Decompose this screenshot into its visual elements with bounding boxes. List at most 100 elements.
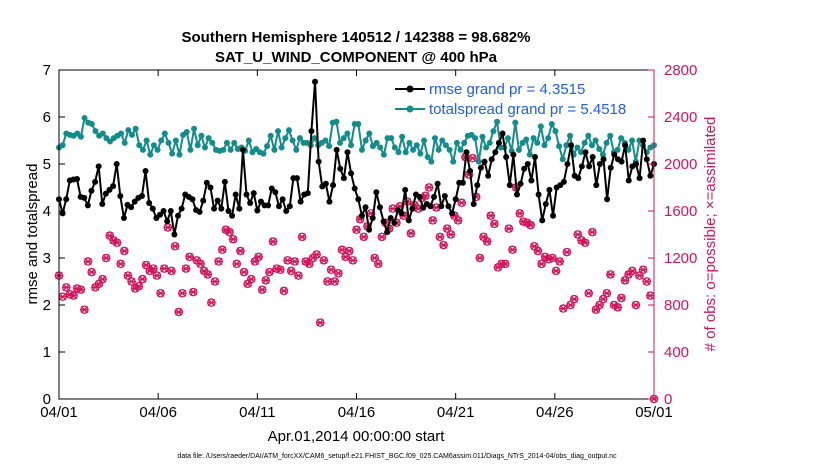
- series-rmse-point: [247, 200, 254, 207]
- y2-tick-label: 0: [664, 391, 672, 408]
- series-rmse-point: [373, 189, 380, 196]
- obs-assimilated-point: [617, 294, 626, 302]
- obs-assimilated-point: [214, 257, 223, 266]
- obs-assimilated-point: [239, 268, 249, 276]
- obs-assimilated-point: [297, 233, 307, 241]
- series-totalspread-point: [486, 139, 493, 146]
- obs-assimilated-point: [584, 289, 593, 297]
- series-rmse-point: [625, 177, 632, 184]
- obs-assimilated-point: [359, 233, 368, 241]
- series-totalspread-point: [596, 145, 603, 152]
- series-totalspread-point: [614, 146, 621, 153]
- series-rmse-point: [586, 163, 593, 170]
- series-rmse-point: [593, 182, 600, 189]
- obs-assimilated-point: [406, 229, 416, 237]
- series-rmse-point: [117, 192, 124, 199]
- series-obs-counts: [54, 152, 659, 404]
- obs-assimilated-point: [294, 271, 303, 280]
- series-rmse-point: [351, 185, 358, 192]
- series-rmse-point: [308, 128, 315, 135]
- series-totalspread-point: [548, 121, 555, 128]
- series-totalspread-point: [191, 125, 198, 132]
- series-rmse-point: [449, 210, 456, 217]
- obs-assimilated-point: [642, 277, 651, 286]
- obs-assimilated-point: [439, 241, 448, 249]
- obs-assimilated-point: [468, 154, 477, 162]
- series-totalspread-point: [380, 151, 387, 158]
- obs-assimilated-point: [337, 246, 347, 254]
- series-rmse-point: [369, 215, 376, 222]
- series-rmse-point: [542, 200, 549, 207]
- series-rmse-point: [643, 156, 650, 163]
- obs-assimilated-point: [265, 268, 274, 276]
- series-totalspread-point: [172, 137, 179, 144]
- chart-subtitle: SAT_U_WIND_COMPONENT @ 400 hPa: [215, 49, 498, 66]
- series-rmse-point: [405, 217, 412, 224]
- series-totalspread-point: [504, 135, 511, 142]
- series-totalspread-point: [439, 137, 446, 144]
- series-rmse-point: [221, 178, 228, 185]
- series-totalspread-point: [588, 142, 595, 149]
- series-rmse-point: [340, 175, 347, 182]
- series-totalspread-point: [205, 135, 212, 142]
- series-rmse-point: [175, 212, 181, 219]
- series-rmse-point: [225, 208, 232, 214]
- obs-assimilated-point: [323, 277, 332, 286]
- series-rmse-point: [164, 218, 171, 225]
- series-totalspread-point: [450, 158, 457, 165]
- series-totalspread-point: [158, 137, 165, 144]
- series-totalspread-point: [574, 144, 581, 151]
- obs-assimilated-point: [167, 267, 176, 275]
- obs-assimilated-point: [101, 254, 111, 262]
- obs-assimilated-point: [247, 275, 256, 283]
- obs-assimilated-point: [526, 221, 535, 229]
- legend-marker-rmse: [406, 85, 414, 93]
- series-totalspread-point: [143, 137, 150, 144]
- series-totalspread-point: [603, 139, 610, 146]
- series-rmse-point: [607, 164, 614, 171]
- series-rmse-point: [474, 182, 481, 189]
- obs-assimilated-point: [475, 254, 485, 262]
- obs-assimilated-point: [94, 280, 104, 288]
- obs-assimilated-point: [490, 220, 499, 228]
- series-rmse-point: [416, 193, 423, 200]
- series-totalspread-point: [483, 144, 490, 151]
- series-rmse-point: [564, 161, 571, 167]
- series-rmse-point: [275, 203, 282, 210]
- series-rmse-point: [517, 180, 524, 187]
- series-rmse-point: [171, 231, 178, 238]
- obs-assimilated-point: [345, 247, 354, 255]
- series-totalspread-point: [59, 142, 66, 149]
- obs-assimilated-point: [374, 260, 383, 268]
- series-rmse-point: [398, 210, 405, 217]
- obs-assimilated-point: [421, 192, 430, 200]
- obs-assimilated-point: [606, 270, 615, 279]
- series-totalspread-point: [355, 121, 362, 128]
- obs-assimilated-point: [261, 276, 270, 284]
- y-axis-right: 0 400 800 1200 1600 2000 2400 2800: [648, 62, 697, 408]
- series-totalspread-point: [260, 150, 267, 157]
- series-rmse-point: [95, 163, 102, 170]
- obs-assimilated-point: [181, 264, 191, 273]
- series-totalspread-point: [139, 146, 146, 153]
- series-totalspread-point: [457, 146, 464, 153]
- series-totalspread-point: [348, 142, 355, 149]
- series-rmse-point: [503, 153, 510, 160]
- obs-assimilated-point: [334, 269, 343, 277]
- series-totalspread-point: [599, 151, 606, 158]
- series-rmse-point: [391, 219, 398, 226]
- series-rmse-point: [265, 202, 272, 209]
- series-totalspread-point: [326, 143, 333, 150]
- series-rmse-point: [550, 212, 557, 219]
- series-totalspread-point: [446, 146, 453, 153]
- obs-assimilated-point: [127, 277, 136, 286]
- obs-assimilated-point: [283, 256, 292, 265]
- y-tick-label: 2: [43, 297, 51, 314]
- series-rmse-point: [218, 205, 225, 212]
- series-rmse-point: [214, 197, 221, 204]
- obs-assimilated-point: [562, 248, 572, 256]
- series-totalspread-point: [534, 139, 541, 146]
- series-rmse-point: [232, 191, 239, 198]
- series-totalspread-point: [264, 143, 271, 150]
- series-totalspread-point: [194, 142, 201, 149]
